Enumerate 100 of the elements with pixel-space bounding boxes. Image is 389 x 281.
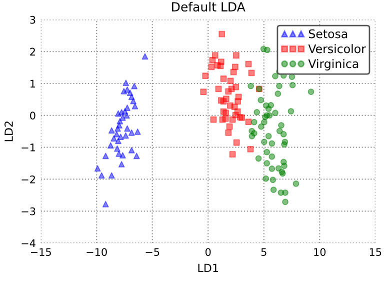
point	[264, 46, 270, 54]
point	[117, 134, 124, 140]
point	[142, 53, 148, 60]
point	[258, 123, 264, 130]
point	[113, 131, 120, 138]
point	[102, 200, 109, 208]
point	[229, 116, 236, 123]
point	[200, 88, 207, 95]
point	[120, 114, 126, 121]
point	[115, 110, 122, 117]
point	[134, 128, 141, 135]
point	[128, 129, 135, 136]
point	[245, 60, 252, 68]
point	[262, 175, 270, 182]
point	[270, 176, 276, 184]
point	[208, 64, 215, 70]
point	[268, 153, 276, 160]
point	[102, 152, 109, 160]
point	[272, 110, 278, 116]
point	[108, 127, 115, 134]
point	[258, 96, 264, 104]
point	[116, 118, 124, 124]
point	[230, 68, 237, 76]
point	[115, 138, 122, 144]
point	[281, 141, 288, 148]
point	[94, 165, 101, 172]
point	[247, 146, 254, 152]
point	[255, 155, 262, 162]
point	[292, 180, 300, 187]
point	[264, 148, 270, 156]
point	[124, 112, 130, 119]
point	[202, 72, 209, 80]
point	[229, 151, 236, 158]
y-tick-label: 3	[30, 16, 36, 24]
point	[120, 152, 126, 158]
point	[264, 160, 270, 166]
point	[280, 131, 287, 138]
point	[132, 102, 138, 110]
point	[276, 82, 282, 90]
point	[218, 30, 226, 38]
x-tick-label: 5	[261, 248, 266, 256]
y-tick-label: −2	[22, 175, 35, 184]
y-tick-label: 1	[30, 80, 36, 88]
y-tick-label: 2	[30, 48, 35, 56]
point	[270, 186, 277, 193]
point	[131, 82, 138, 90]
legend-label: Setosa	[308, 29, 348, 38]
y-axis-title: LD2	[4, 122, 13, 142]
point	[233, 139, 240, 146]
point	[118, 161, 125, 168]
point	[209, 57, 216, 64]
point	[274, 90, 282, 97]
point	[114, 125, 121, 132]
x-tick-label: −15	[30, 248, 51, 256]
y-tick-label: −3	[22, 207, 36, 216]
point	[233, 52, 240, 59]
point	[210, 116, 217, 123]
point	[133, 152, 140, 160]
point	[232, 64, 238, 70]
x-tick-label: 15	[370, 248, 382, 256]
point	[122, 132, 129, 139]
point	[98, 172, 105, 179]
point	[124, 125, 130, 132]
point	[234, 98, 241, 105]
point	[248, 70, 255, 76]
point	[116, 150, 122, 157]
point	[288, 74, 296, 80]
point	[268, 140, 276, 147]
point	[107, 142, 114, 149]
chart-title: Default LDA	[172, 2, 246, 12]
point	[226, 123, 233, 130]
point	[288, 108, 294, 114]
point	[261, 118, 268, 126]
point	[212, 52, 218, 59]
point	[248, 132, 256, 140]
point	[278, 122, 284, 128]
point	[227, 78, 234, 84]
point	[248, 82, 254, 90]
point	[122, 80, 130, 86]
point	[128, 147, 135, 154]
point	[108, 172, 115, 179]
point	[265, 106, 272, 112]
point	[250, 118, 258, 126]
point	[272, 72, 278, 80]
point	[281, 162, 288, 170]
x-tick-label: 0	[205, 248, 211, 256]
legend-label: Virginica	[308, 59, 358, 70]
point	[114, 145, 120, 152]
y-tick-label: −1	[22, 144, 36, 152]
point	[217, 62, 224, 70]
point	[308, 88, 314, 95]
x-tick-label: −10	[86, 248, 107, 256]
point	[222, 115, 229, 122]
point	[265, 132, 272, 140]
y-tick-label: 0	[30, 112, 36, 120]
point	[261, 138, 268, 146]
point	[215, 86, 222, 92]
point	[245, 118, 252, 125]
point	[222, 110, 229, 116]
point	[220, 76, 227, 82]
